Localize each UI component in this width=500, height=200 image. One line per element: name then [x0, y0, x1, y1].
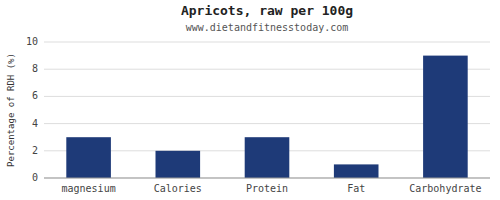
bar — [334, 164, 379, 178]
x-tick-label: Calories — [154, 183, 202, 194]
y-tick-label: 0 — [32, 172, 38, 183]
x-tick-label: Fat — [347, 183, 365, 194]
chart-svg: 0 2 4 6 8 10 magnesium Calories Protein Fat Carboh… — [0, 0, 500, 200]
grid-line — [44, 178, 490, 179]
bar — [156, 151, 201, 178]
x-axis-line — [44, 178, 490, 179]
bar — [66, 137, 111, 178]
x-tick-label: magnesium — [62, 183, 116, 194]
y-grid — [44, 42, 490, 178]
x-tick-label: Protein — [246, 183, 288, 194]
y-tick-label: 8 — [32, 63, 38, 74]
x-tick-label: Carbohydrate — [409, 183, 481, 194]
chart-container: 0 2 4 6 8 10 magnesium Calories Protein Fat Carboh… — [0, 0, 500, 200]
y-tick-label: 4 — [32, 118, 38, 129]
grid-line — [44, 42, 490, 43]
bar — [423, 56, 468, 178]
bar — [245, 137, 290, 178]
bars — [66, 56, 467, 178]
y-tick-label: 2 — [32, 145, 38, 156]
y-axis-label: Percentage of RDH (%) — [6, 53, 16, 167]
y-tick-label: 10 — [26, 36, 38, 47]
subtitle: www.dietandfitnesstoday.com — [186, 22, 349, 33]
background — [0, 0, 500, 200]
title: Apricots, raw per 100g — [181, 3, 353, 18]
y-tick-label: 6 — [32, 90, 38, 101]
